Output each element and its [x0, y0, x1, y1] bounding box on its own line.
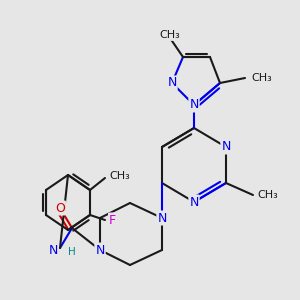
Text: N: N [189, 98, 199, 112]
Text: F: F [109, 214, 116, 226]
Text: N: N [189, 196, 199, 208]
Text: H: H [68, 247, 76, 257]
Text: N: N [167, 76, 177, 89]
Text: N: N [49, 244, 58, 256]
Text: CH₃: CH₃ [109, 171, 130, 181]
Text: N: N [157, 212, 167, 224]
Text: CH₃: CH₃ [257, 190, 278, 200]
Text: N: N [221, 140, 231, 154]
Text: CH₃: CH₃ [251, 73, 272, 83]
Text: O: O [55, 202, 65, 214]
Text: N: N [95, 244, 105, 256]
Text: CH₃: CH₃ [160, 30, 180, 40]
